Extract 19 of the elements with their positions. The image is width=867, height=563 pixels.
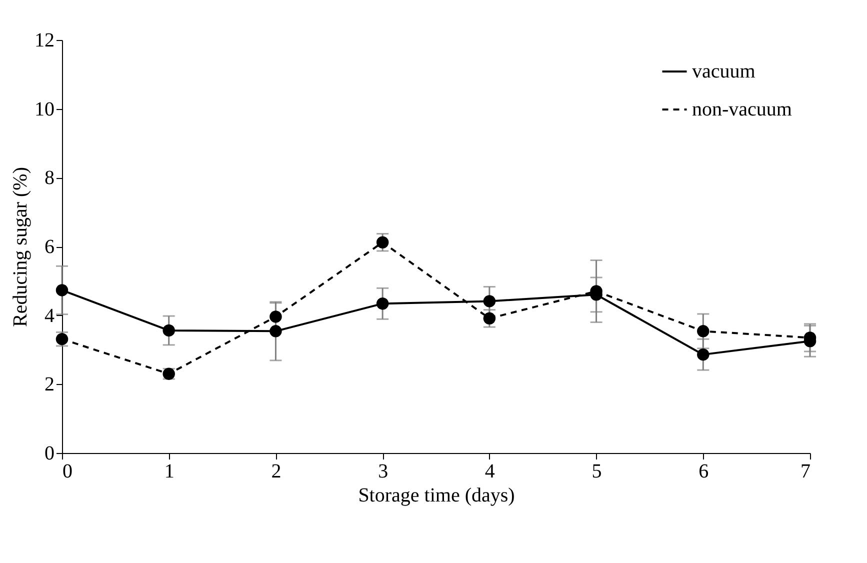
y-tick-label: 10	[34, 98, 54, 120]
legend-label: vacuum	[692, 60, 756, 82]
y-axis-title: Reducing sugar (%)	[10, 167, 32, 327]
x-tick-label: 1	[164, 460, 174, 482]
x-tick-label: 5	[592, 460, 602, 482]
x-axis-title: Storage time (days)	[358, 484, 515, 506]
y-tick-label: 4	[44, 304, 54, 327]
x-tick-label: 0	[62, 460, 72, 482]
y-tick-label: 2	[44, 374, 54, 396]
y-tick-label: 6	[44, 236, 54, 258]
y-tick-label: 0	[44, 442, 54, 464]
x-tick-label: 2	[271, 460, 282, 482]
legend-label: non-vacuum	[692, 98, 792, 120]
x-tick-label: 4	[484, 460, 495, 482]
y-tick-label: 12	[34, 30, 54, 52]
x-tick-label: 3	[378, 460, 388, 482]
x-tick-label: 7	[800, 460, 810, 482]
x-tick-label: 6	[698, 460, 709, 482]
y-tick-label: 8	[44, 167, 54, 190]
